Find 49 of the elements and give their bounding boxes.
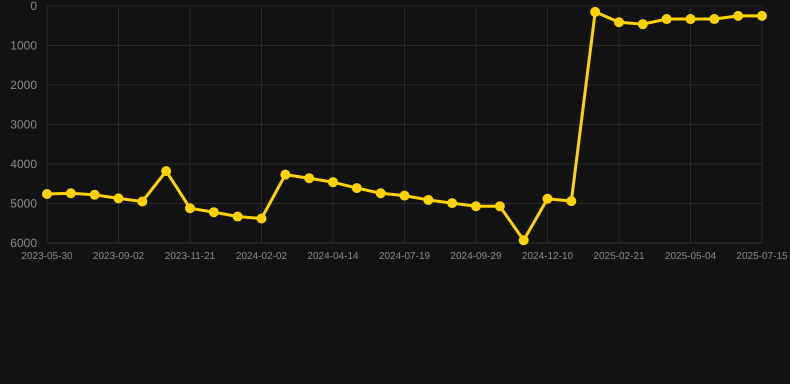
point — [686, 14, 696, 24]
point — [757, 10, 767, 21]
point — [280, 170, 290, 180]
point — [638, 19, 648, 30]
point — [185, 203, 195, 214]
point — [566, 196, 576, 206]
x-tick-label: 2024-09-29 — [450, 251, 502, 262]
point — [137, 196, 148, 207]
x-tick-label: 2023-05-30 — [21, 251, 74, 262]
x-tick-label: 2024-04-14 — [307, 251, 360, 262]
x-tick-label: 2024-02-02 — [236, 251, 288, 262]
y-tick-label: 1000 — [10, 38, 38, 53]
x-tick-label: 2024-07-19 — [378, 251, 431, 262]
point — [114, 193, 124, 204]
point — [733, 10, 744, 21]
point — [208, 207, 219, 218]
point — [518, 235, 529, 246]
point — [42, 189, 52, 200]
point — [614, 17, 624, 28]
point — [256, 214, 266, 224]
x-tick-label: 2025-02-21 — [593, 251, 646, 262]
y-tick-label: 6000 — [10, 236, 38, 250]
point — [590, 6, 600, 17]
y-tick-label: 5000 — [10, 196, 38, 211]
point — [376, 188, 386, 198]
y-tick-label: 2000 — [10, 78, 38, 92]
point — [471, 201, 481, 212]
x-tick-label: 2023-09-02 — [92, 251, 145, 262]
x-tick-label: 2025-07-15 — [736, 251, 788, 262]
point — [90, 190, 100, 200]
point — [494, 201, 505, 212]
point — [447, 198, 458, 208]
point — [662, 14, 672, 24]
point — [423, 194, 434, 205]
point — [66, 188, 76, 198]
point — [161, 166, 172, 176]
point — [304, 173, 314, 184]
point — [328, 177, 338, 188]
y-tick-label: 3000 — [10, 118, 38, 132]
x-tick-label: 2023-11-21 — [164, 251, 216, 262]
point — [232, 212, 243, 222]
point — [709, 14, 720, 24]
point — [400, 190, 410, 201]
point — [352, 183, 362, 194]
point — [542, 194, 552, 204]
x-tick-label: 2024-12-10 — [522, 251, 574, 262]
x-tick-label: 2025-05-04 — [664, 251, 717, 262]
y-tick-label: 0 — [30, 0, 38, 14]
y-tick-label: 4000 — [10, 157, 38, 172]
